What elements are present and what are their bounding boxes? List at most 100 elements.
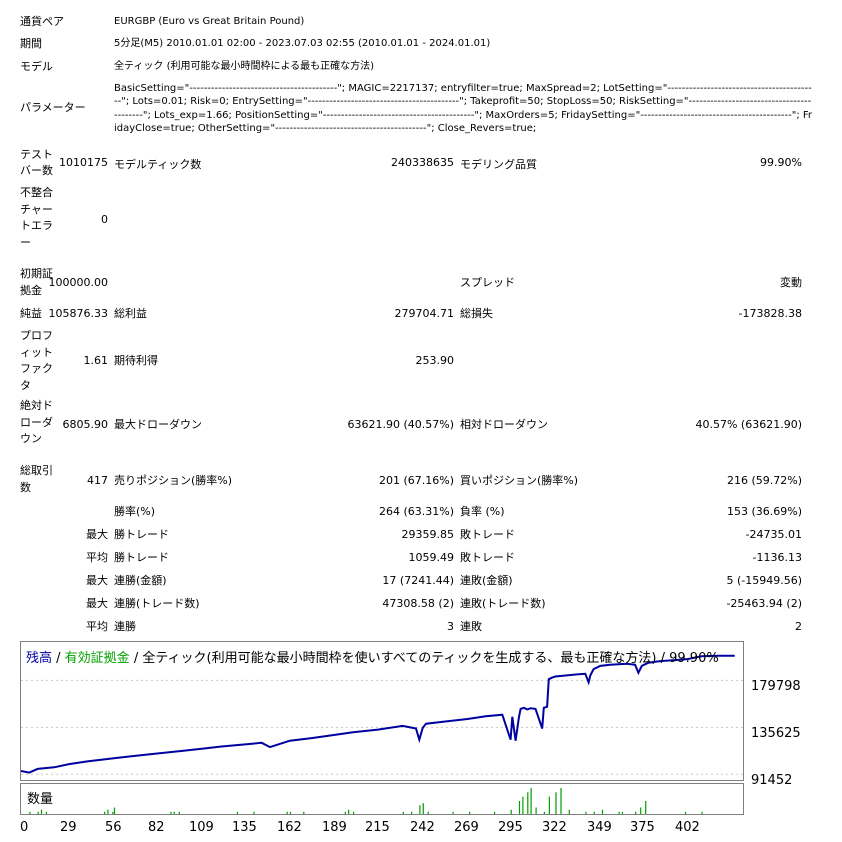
- gross-profit-label: 総利益: [114, 307, 147, 320]
- short-value: 201 (67.16%): [378, 474, 454, 487]
- x-tick-label: 189: [322, 820, 347, 835]
- abs-dd-label: 絶対ド ローダ ウン: [20, 399, 53, 445]
- rel-dd-value: 40.57% (63621.90): [695, 418, 802, 431]
- volume-bar: [422, 803, 424, 814]
- trades-value: 417: [87, 474, 108, 487]
- consec-loss-profit-value: -25463.94 (2): [726, 597, 802, 610]
- volume-bar: [112, 811, 114, 814]
- x-tick-label: 0: [20, 820, 29, 835]
- largest-loss-label: 敗トレード: [460, 528, 515, 541]
- consec-win-profit-label: 連勝(トレード数): [114, 597, 200, 610]
- volume-bar: [253, 811, 255, 814]
- quality-label: モデリング品質: [460, 158, 537, 171]
- volume-bar: [286, 811, 288, 814]
- avg-loss-label: 敗トレード: [460, 551, 515, 564]
- volume-bar: [543, 811, 545, 814]
- y-tick-1: 135625: [751, 726, 801, 741]
- volume-bar: [303, 811, 305, 814]
- x-tick-label: 349: [587, 820, 612, 835]
- x-tick-label: 29: [60, 820, 77, 835]
- model-value: 全ティック (利用可能な最小時間枠による最も正確な方法): [114, 61, 375, 72]
- volume-bar: [527, 792, 529, 814]
- x-tick-label: 82: [148, 820, 165, 835]
- y-tick-0: 179798: [751, 679, 801, 694]
- bars-value: 1010175: [59, 156, 108, 169]
- expected-label: 期待利得: [114, 354, 158, 367]
- volume-bar: [452, 811, 454, 814]
- loss-rate-label: 負率 (%): [460, 505, 505, 518]
- loss-rate-value: 153 (36.69%): [726, 505, 802, 518]
- volume-bar: [113, 807, 116, 814]
- volume-bar: [469, 811, 471, 814]
- volume-chart-svg: [29, 788, 703, 814]
- volume-bar: [353, 811, 355, 814]
- params-value: BasicSetting="--------------------------…: [114, 83, 813, 134]
- x-tick-label: 109: [189, 820, 214, 835]
- avg-prefix: 平均: [86, 551, 108, 564]
- balance-chart: [20, 641, 744, 781]
- rel-dd-label: 相対ドローダウン: [460, 418, 548, 431]
- mismatch-label: 不整合 チャー トエラ ー: [20, 186, 53, 249]
- max-dd-label: 最大ドローダウン: [114, 418, 202, 431]
- avg-consec-loss-value: 2: [795, 620, 802, 633]
- consec-loss-profit-label: 連敗(トレード数): [460, 597, 546, 610]
- volume-bar: [107, 809, 109, 814]
- volume-bar: [522, 796, 524, 814]
- volume-bar: [601, 809, 604, 814]
- long-label: 買いポジション(勝率%): [460, 474, 579, 487]
- volume-bar: [645, 801, 647, 814]
- volume-bar: [37, 811, 39, 814]
- volume-bar: [640, 807, 642, 814]
- x-tick-label: 269: [454, 820, 479, 835]
- volume-bar: [170, 811, 172, 814]
- net-label: 純益: [20, 307, 42, 320]
- volume-bar: [530, 788, 532, 814]
- win-rate-value: 264 (63.31%): [378, 505, 454, 518]
- ticks-label: モデルティック数: [114, 158, 202, 171]
- avg-prefix-2: 平均: [86, 620, 108, 633]
- x-tick-label: 402: [675, 820, 700, 835]
- gross-loss-label: 総損失: [460, 307, 493, 320]
- volume-bar: [684, 811, 687, 814]
- consec-loss-money-label: 連敗(金額): [460, 574, 513, 587]
- expected-value: 253.90: [415, 354, 455, 367]
- balance-series-line: [21, 654, 735, 774]
- chart-title-balance: 残高: [26, 651, 53, 666]
- volume-bar: [621, 811, 623, 814]
- consec-win-money-label: 連勝(金額): [114, 574, 167, 587]
- volume-bar: [568, 809, 570, 814]
- symbol-value: EURGBP (Euro vs Great Britain Pound): [114, 16, 305, 27]
- pf-value: 1.61: [83, 354, 109, 367]
- volume-bar: [518, 801, 521, 814]
- volume-bar: [427, 811, 429, 814]
- avg-consec-win-label: 連勝: [114, 620, 136, 633]
- volume-bar: [548, 796, 550, 814]
- volume-bar: [560, 788, 562, 814]
- win-rate-label: 勝率(%): [114, 505, 156, 518]
- x-tick-label: 215: [365, 820, 390, 835]
- volume-bar: [555, 792, 557, 814]
- chart-title: 残高 / 有効証拠金 / 全ティック(利用可能な最小時間枠を使いすべてのティック…: [26, 647, 719, 666]
- mismatch-value: 0: [101, 213, 108, 226]
- volume-bar: [618, 811, 620, 814]
- avg-consec-win-value: 3: [447, 620, 454, 633]
- volume-bar: [348, 809, 350, 814]
- volume-bar: [289, 811, 292, 814]
- volume-bar: [510, 809, 512, 814]
- model-label: モデル: [20, 60, 53, 73]
- x-tick-label: 375: [630, 820, 655, 835]
- deposit-value: 100000.00: [48, 276, 109, 289]
- short-label: 売りポジション(勝率%): [114, 474, 233, 487]
- symbol-label: 通貨ペア: [20, 15, 64, 28]
- volume-bar: [411, 811, 413, 814]
- spread-value: 変動: [780, 276, 802, 289]
- avg-win-label: 勝トレード: [114, 551, 169, 564]
- volume-bar: [593, 811, 595, 814]
- volume-label: 数量: [27, 792, 54, 807]
- abs-dd-value: 6805.90: [62, 418, 109, 431]
- spread-label: スプレッド: [460, 276, 515, 289]
- volume-bar: [402, 811, 404, 814]
- deposit-label: 初期証 拠金: [20, 267, 53, 297]
- largest-loss-value: -24735.01: [745, 528, 802, 541]
- volume-bar: [635, 811, 637, 814]
